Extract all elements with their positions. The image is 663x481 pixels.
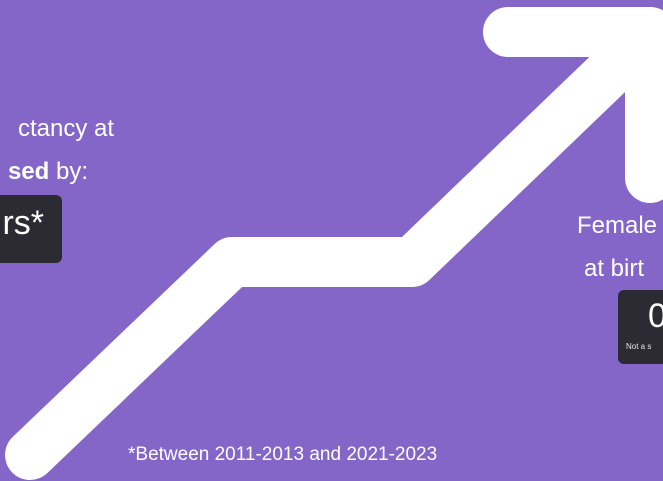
male-life-expectancy-label: ctancy at	[17, 115, 114, 142]
increased-bold-text: sed	[7, 158, 50, 185]
by-text: by:	[49, 158, 88, 185]
male-increased-by-label: sed by:	[8, 157, 88, 187]
female-value-badge: 0 Not a s	[618, 290, 663, 364]
period-footnote: *Between 2011-2013 and 2021-2023	[128, 444, 438, 465]
female-value-note: Not a s	[626, 342, 652, 351]
female-life-expectancy-label: Female	[577, 212, 658, 239]
female-value-text: 0	[648, 297, 663, 335]
female-at-birth-label: at birt	[584, 255, 645, 282]
male-value-text: rs*	[2, 204, 44, 242]
trend-line	[5, 43, 639, 480]
male-value-badge: rs*	[0, 195, 62, 263]
